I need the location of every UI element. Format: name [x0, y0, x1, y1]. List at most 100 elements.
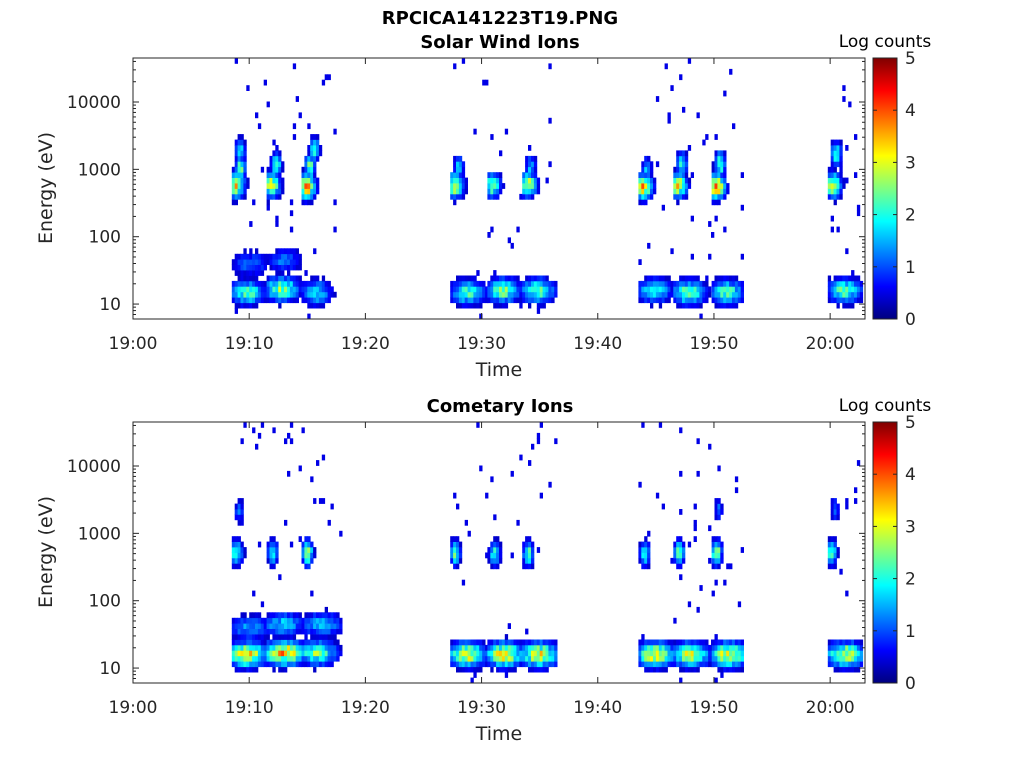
heatmap-cell [493, 297, 497, 304]
heatmap-cell [458, 644, 463, 651]
heatmap-cell [644, 552, 648, 559]
heatmap-cell [453, 177, 457, 184]
heatmap-cell [310, 275, 314, 282]
heatmap-cell [510, 275, 514, 282]
heatmap-cell [516, 650, 520, 657]
heatmap-cell [231, 541, 236, 548]
heatmap-cell [833, 655, 837, 662]
heatmap-cell [699, 644, 703, 651]
heatmap-cell [699, 313, 703, 320]
heatmap-cell [711, 232, 715, 238]
heatmap-cell [836, 302, 840, 309]
heatmap-cell [281, 188, 285, 195]
heatmap-cell [252, 666, 256, 673]
heatmap-cell [711, 166, 715, 173]
heatmap-cell [714, 172, 718, 178]
heatmap-cell [453, 541, 457, 548]
heatmap-cell [507, 639, 511, 646]
heatmap-cell [318, 650, 323, 657]
panel-cometary: Cometary Ions 19:00 19:10 19:20 19:30 19:40 1… [35, 396, 931, 745]
heatmap-cell [554, 639, 558, 646]
heatmap-cell [732, 123, 736, 130]
heatmap-cell [458, 557, 463, 564]
heatmap-cell [661, 655, 665, 662]
heatmap-cell [705, 661, 709, 668]
heatmap-cell [711, 590, 715, 597]
heatmap-cell [679, 536, 683, 542]
heatmap-cell [833, 552, 837, 559]
heatmap-cell [470, 302, 474, 309]
heatmap-cell [525, 661, 529, 668]
heatmap-cell [289, 617, 294, 624]
heatmap-cell [237, 541, 241, 548]
heatmap-cell [313, 145, 317, 151]
heatmap-cell [516, 644, 520, 651]
heatmap-cell [644, 650, 648, 657]
heatmap-cell [726, 650, 730, 657]
heatmap-cell [708, 253, 712, 260]
heatmap-cell [682, 297, 686, 304]
heatmap-cell [682, 155, 686, 162]
heatmap-cell [257, 270, 262, 276]
heatmap-cell [708, 525, 712, 532]
heatmap-cell [717, 166, 721, 173]
heatmap-cell [693, 644, 697, 651]
heatmap-cell [499, 557, 503, 564]
heatmap-cell [638, 650, 642, 657]
heatmap-cell [310, 297, 314, 304]
heatmap-cell [243, 661, 247, 668]
heatmap-cell [732, 650, 736, 657]
heatmap-cell [467, 661, 471, 668]
heatmap-cell [243, 297, 247, 304]
heatmap-cell [519, 454, 523, 461]
heatmap-cell [531, 661, 535, 668]
heatmap-cell [661, 639, 665, 646]
heatmap-cell [848, 650, 852, 657]
heatmap-cell [458, 661, 463, 668]
heatmap-cell [461, 297, 466, 304]
heatmap-cell [528, 183, 532, 189]
heatmap-cell [479, 639, 483, 646]
heatmap-cell [464, 275, 468, 282]
heatmap-cell [734, 639, 739, 646]
heatmap-cell [269, 541, 273, 548]
heatmap-cell [513, 291, 517, 298]
heatmap-cell [493, 547, 497, 553]
heatmap-cell [737, 286, 742, 293]
heatmap-cell [522, 650, 526, 657]
colorbar-tick-label: 3 [905, 153, 916, 173]
heatmap-cell [313, 650, 317, 657]
heatmap-cell [307, 193, 311, 200]
heatmap-cell [551, 291, 555, 298]
heatmap-cell [641, 291, 645, 298]
heatmap-cell [833, 275, 837, 282]
heatmap-cell [734, 644, 739, 651]
heatmap-cell [476, 286, 480, 293]
heatmap-cell [237, 302, 241, 309]
heatmap-cell [243, 253, 247, 260]
heatmap-cell [289, 297, 294, 304]
heatmap-cell [246, 264, 250, 271]
heatmap-cell [539, 655, 543, 662]
heatmap-cell [658, 291, 663, 298]
heatmap-cell [496, 666, 500, 673]
heatmap-cell [732, 661, 736, 668]
heatmap-cell [493, 177, 497, 184]
heatmap-cell [732, 297, 736, 304]
heatmap-cell [499, 644, 503, 651]
heatmap-cell [833, 547, 837, 553]
heatmap-cell [289, 623, 294, 629]
heatmap-cell [684, 655, 689, 662]
heatmap-cell [510, 666, 514, 673]
heatmap-cell [490, 177, 494, 184]
heatmap-cell [679, 302, 683, 309]
heatmap-cell [287, 623, 291, 629]
heatmap-cell [740, 650, 744, 657]
heatmap-cell [507, 275, 511, 282]
heatmap-cell [327, 291, 331, 298]
heatmap-cell [461, 172, 466, 178]
heatmap-cell [531, 280, 535, 287]
heatmap-cell [732, 666, 736, 673]
heatmap-cell [243, 155, 247, 162]
heatmap-cell [284, 297, 288, 304]
